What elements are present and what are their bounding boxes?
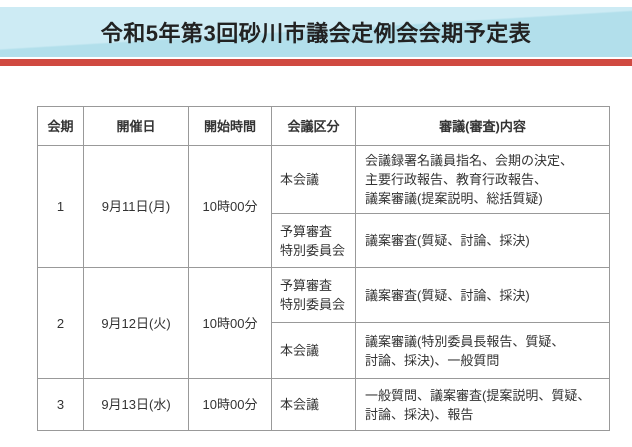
header-category: 会議区分 — [271, 106, 356, 146]
meeting-content-cell: 議案審議(特別委員長報告、質疑、 討論、採決)、一般質問 — [355, 322, 610, 379]
time-cell: 10時00分 — [188, 145, 272, 268]
session-cell: 3 — [37, 378, 84, 431]
header-session: 会期 — [37, 106, 84, 146]
session-cell: 2 — [37, 267, 84, 379]
accent-divider — [0, 59, 632, 66]
date-cell: 9月12日(火) — [83, 267, 189, 379]
time-cell: 10時00分 — [188, 267, 272, 379]
table-row: 1 9月11日(月) 10時00分 本会議 会議録署名議員指名、会期の決定、 主… — [37, 145, 610, 268]
meeting-content-cell: 議案審査(質疑、討論、採決) — [355, 213, 610, 268]
table-row: 予算審査 特別委員会 議案審査(質疑、討論、採決) — [38, 213, 610, 268]
date-cell: 9月11日(月) — [83, 145, 189, 268]
page-title-banner: 令和5年第3回砂川市議会定例会会期予定表 — [0, 7, 632, 57]
time-cell: 10時00分 — [188, 378, 272, 431]
date-cell: 9月13日(水) — [83, 378, 189, 431]
meeting-category-cell: 本会議 — [271, 145, 356, 214]
table-row: 2 9月12日(火) 10時00分 予算審査 特別委員会 議案審査(質疑、討論、… — [37, 267, 610, 379]
header-date: 開催日 — [83, 106, 189, 146]
session-cell: 1 — [37, 145, 84, 268]
table-row: 3 9月13日(水) 10時00分 本会議 一般質問、議案審査(提案説明、質疑、… — [37, 378, 610, 431]
table-row: 本会議 議案審議(特別委員長報告、質疑、 討論、採決)、一般質問 — [38, 322, 610, 379]
schedule-table: 会期 開催日 開始時間 会議区分 審議(審査)内容 1 9月11日(月) 10時… — [37, 106, 610, 431]
header-time: 開始時間 — [188, 106, 272, 146]
meeting-category-cell: 予算審査 特別委員会 — [271, 267, 356, 323]
header-content: 審議(審査)内容 — [355, 106, 610, 146]
meeting-content-cell: 一般質問、議案審査(提案説明、質疑、 討論、採決)、報告 — [355, 378, 610, 431]
meeting-content-cell: 会議録署名議員指名、会期の決定、 主要行政報告、教育行政報告、 議案審議(提案説… — [355, 145, 610, 214]
meeting-category-cell: 本会議 — [271, 378, 356, 431]
meeting-category-cell: 本会議 — [271, 322, 356, 379]
meeting-category-cell: 予算審査 特別委員会 — [271, 213, 356, 268]
page-title: 令和5年第3回砂川市議会定例会会期予定表 — [100, 21, 532, 46]
meeting-content-cell: 議案審査(質疑、討論、採決) — [355, 267, 610, 323]
table-header-row: 会期 開催日 開始時間 会議区分 審議(審査)内容 — [37, 106, 610, 146]
